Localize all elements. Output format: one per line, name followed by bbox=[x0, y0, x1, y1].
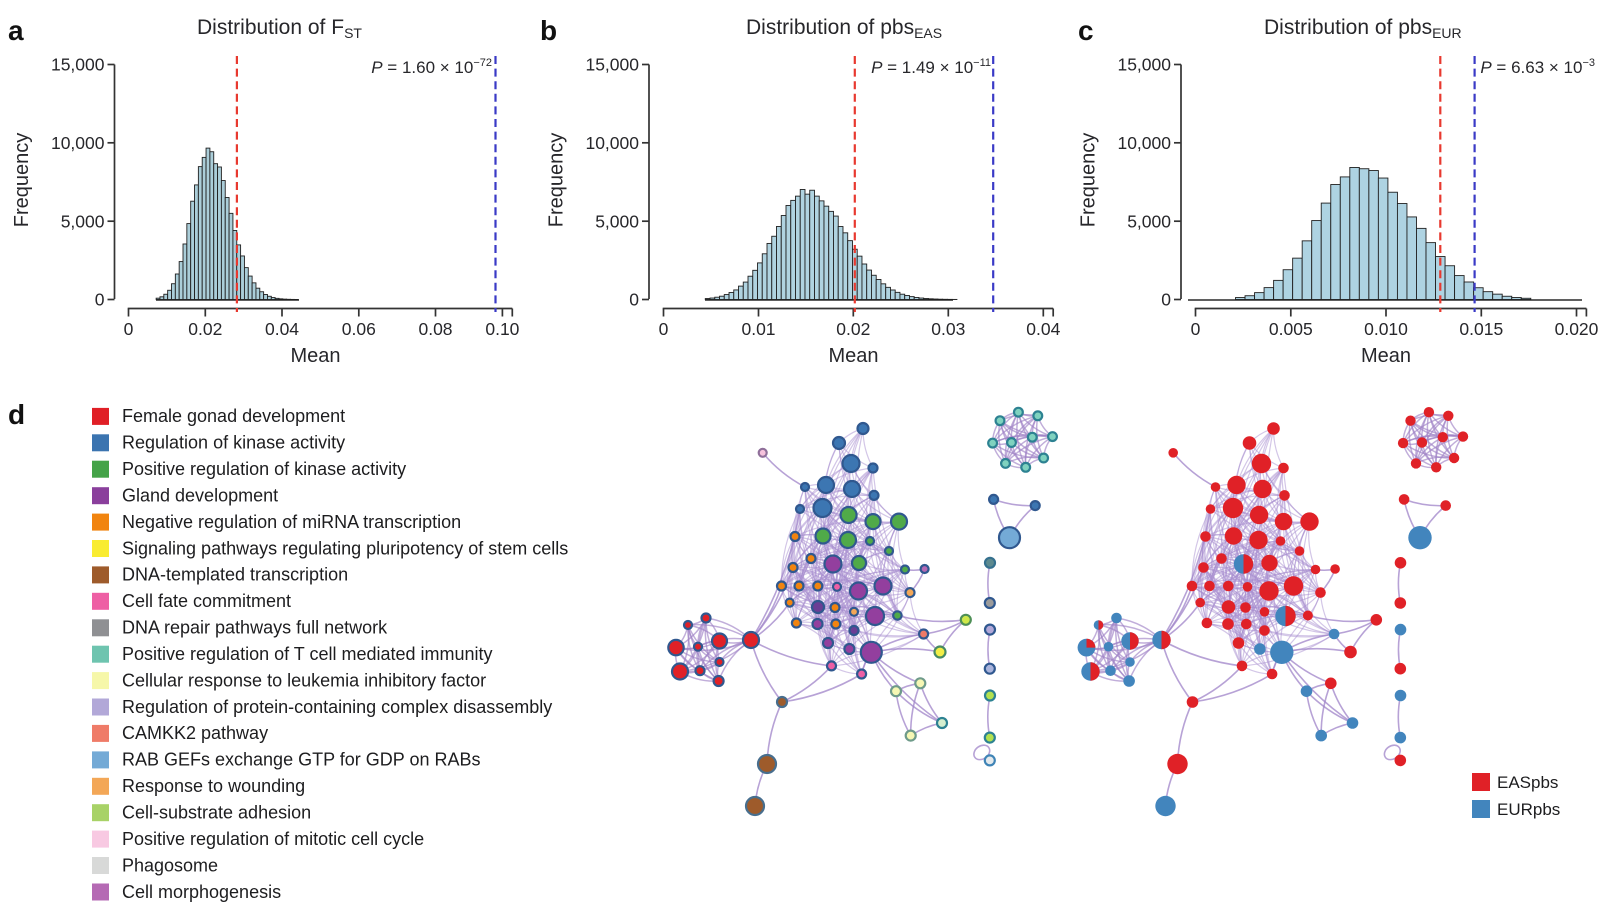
svg-text:0.005: 0.005 bbox=[1269, 319, 1313, 339]
svg-text:0.020: 0.020 bbox=[1555, 319, 1599, 339]
svg-text:0.01: 0.01 bbox=[741, 319, 775, 339]
svg-text:d: d bbox=[8, 399, 25, 430]
svg-text:Mean: Mean bbox=[828, 345, 878, 367]
svg-text:P = 1.60 × 10−72: P = 1.60 × 10−72 bbox=[371, 57, 492, 77]
svg-text:Negative regulation of miRNA t: Negative regulation of miRNA transcripti… bbox=[122, 512, 461, 532]
svg-text:Cell-substrate adhesion: Cell-substrate adhesion bbox=[122, 803, 311, 823]
svg-text:DNA repair pathways full netwo: DNA repair pathways full network bbox=[122, 618, 388, 638]
svg-text:10,000: 10,000 bbox=[51, 133, 105, 153]
svg-text:0.08: 0.08 bbox=[418, 319, 452, 339]
svg-text:0.04: 0.04 bbox=[1026, 319, 1060, 339]
svg-text:0.010: 0.010 bbox=[1364, 319, 1408, 339]
svg-text:Cell morphogenesis: Cell morphogenesis bbox=[122, 882, 281, 902]
svg-text:0.04: 0.04 bbox=[265, 319, 299, 339]
svg-text:Positive regulation of T cell: Positive regulation of T cell mediated i… bbox=[122, 644, 493, 664]
svg-text:Regulation of protein-containi: Regulation of protein-containing complex… bbox=[122, 697, 552, 717]
svg-text:Frequency: Frequency bbox=[546, 133, 568, 228]
svg-text:Distribution of FST: Distribution of FST bbox=[197, 16, 362, 41]
svg-text:15,000: 15,000 bbox=[585, 55, 639, 75]
svg-text:EASpbs: EASpbs bbox=[1497, 773, 1558, 792]
svg-text:0.02: 0.02 bbox=[188, 319, 222, 339]
svg-text:Mean: Mean bbox=[290, 345, 340, 367]
svg-text:10,000: 10,000 bbox=[1117, 133, 1171, 153]
svg-text:Frequency: Frequency bbox=[11, 133, 33, 228]
svg-text:0.06: 0.06 bbox=[342, 319, 376, 339]
svg-text:c: c bbox=[1078, 15, 1094, 46]
svg-text:0: 0 bbox=[1161, 290, 1171, 310]
svg-text:Phagosome: Phagosome bbox=[122, 855, 218, 875]
svg-text:5,000: 5,000 bbox=[1127, 211, 1171, 231]
svg-text:P = 6.63 × 10−3: P = 6.63 × 10−3 bbox=[1480, 57, 1595, 77]
svg-text:0.015: 0.015 bbox=[1459, 319, 1503, 339]
svg-text:b: b bbox=[540, 15, 557, 46]
svg-text:Female gonad development: Female gonad development bbox=[122, 406, 345, 426]
svg-text:a: a bbox=[8, 15, 24, 46]
svg-text:CAMKK2 pathway: CAMKK2 pathway bbox=[122, 723, 268, 743]
svg-text:15,000: 15,000 bbox=[51, 55, 105, 75]
svg-text:EURpbs: EURpbs bbox=[1497, 800, 1560, 819]
svg-text:RAB GEFs exchange GTP for GDP: RAB GEFs exchange GTP for GDP on RABs bbox=[122, 750, 480, 770]
svg-text:Distribution of pbsEUR: Distribution of pbsEUR bbox=[1264, 16, 1462, 41]
svg-text:Regulation of kinase activity: Regulation of kinase activity bbox=[122, 433, 345, 453]
svg-text:Cell fate commitment: Cell fate commitment bbox=[122, 591, 291, 611]
svg-text:Mean: Mean bbox=[1361, 345, 1411, 367]
svg-text:0: 0 bbox=[659, 319, 669, 339]
svg-text:Positive regulation of kinase: Positive regulation of kinase activity bbox=[122, 459, 406, 479]
svg-text:DNA-templated transcription: DNA-templated transcription bbox=[122, 565, 348, 585]
svg-text:Gland development: Gland development bbox=[122, 486, 278, 506]
svg-text:Positive regulation of mitotic: Positive regulation of mitotic cell cycl… bbox=[122, 829, 424, 849]
svg-text:P = 1.49 × 10−11: P = 1.49 × 10−11 bbox=[871, 57, 991, 77]
svg-text:5,000: 5,000 bbox=[595, 211, 639, 231]
svg-text:0: 0 bbox=[1191, 319, 1201, 339]
svg-text:0.02: 0.02 bbox=[836, 319, 870, 339]
svg-text:0.10: 0.10 bbox=[485, 319, 519, 339]
svg-text:5,000: 5,000 bbox=[61, 211, 105, 231]
svg-text:Frequency: Frequency bbox=[1078, 133, 1100, 228]
svg-text:Cellular response to leukemia: Cellular response to leukemia inhibitory… bbox=[122, 670, 486, 690]
svg-text:15,000: 15,000 bbox=[1117, 55, 1171, 75]
svg-text:0.03: 0.03 bbox=[931, 319, 965, 339]
svg-text:0: 0 bbox=[95, 290, 105, 310]
svg-text:0: 0 bbox=[124, 319, 134, 339]
svg-text:Response to wounding: Response to wounding bbox=[122, 776, 305, 796]
svg-text:10,000: 10,000 bbox=[585, 133, 639, 153]
svg-text:0: 0 bbox=[629, 290, 639, 310]
svg-text:Signaling pathways regulating: Signaling pathways regulating pluripoten… bbox=[122, 538, 568, 558]
svg-text:Distribution of pbsEAS: Distribution of pbsEAS bbox=[746, 16, 942, 41]
